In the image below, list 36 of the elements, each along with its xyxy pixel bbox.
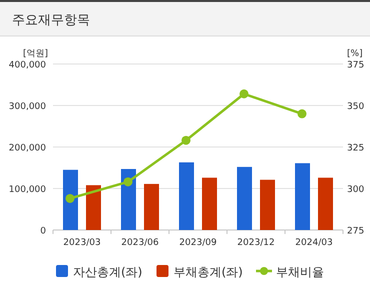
x-tick-label: 2023/06 <box>121 238 159 248</box>
y2-tick-label: 300 <box>347 185 364 195</box>
y2-axis-title: [%] <box>347 49 363 59</box>
y-tick-label: 0 <box>40 226 46 236</box>
y-tick-label: 400,000 <box>8 60 46 70</box>
y2-tick-label: 325 <box>347 144 364 154</box>
bar <box>121 168 136 230</box>
x-tick-label: 2023/12 <box>237 238 275 248</box>
y-tick-label: 200,000 <box>8 144 46 154</box>
bar <box>295 163 310 230</box>
point <box>182 136 190 145</box>
bar <box>86 185 101 230</box>
bar <box>202 178 217 230</box>
legend-label: 부채비율 <box>276 265 324 279</box>
x-tick-label: 2024/03 <box>295 238 333 248</box>
chart-title: 주요재무항목 <box>12 13 90 28</box>
bar <box>260 180 275 230</box>
legend-label: 부채총계(좌) <box>174 265 243 279</box>
y-tick-label: 100,000 <box>8 185 46 195</box>
bar <box>179 162 194 230</box>
x-tick-label: 2023/09 <box>179 238 217 248</box>
y2-tick-label: 275 <box>347 226 364 236</box>
point <box>298 109 306 118</box>
point <box>66 194 74 203</box>
point <box>124 177 132 186</box>
y-tick-label: 300,000 <box>8 102 46 112</box>
bar <box>144 184 159 230</box>
bar <box>318 178 333 230</box>
bar <box>63 170 78 230</box>
bar <box>237 166 252 230</box>
point <box>240 89 248 98</box>
x-tick-label: 2023/03 <box>63 238 101 248</box>
y2-tick-label: 375 <box>347 60 364 70</box>
y2-tick-label: 350 <box>347 102 364 112</box>
y-axis-title: [억원] <box>22 49 48 59</box>
legend-label: 자산총계(좌) <box>73 265 142 279</box>
